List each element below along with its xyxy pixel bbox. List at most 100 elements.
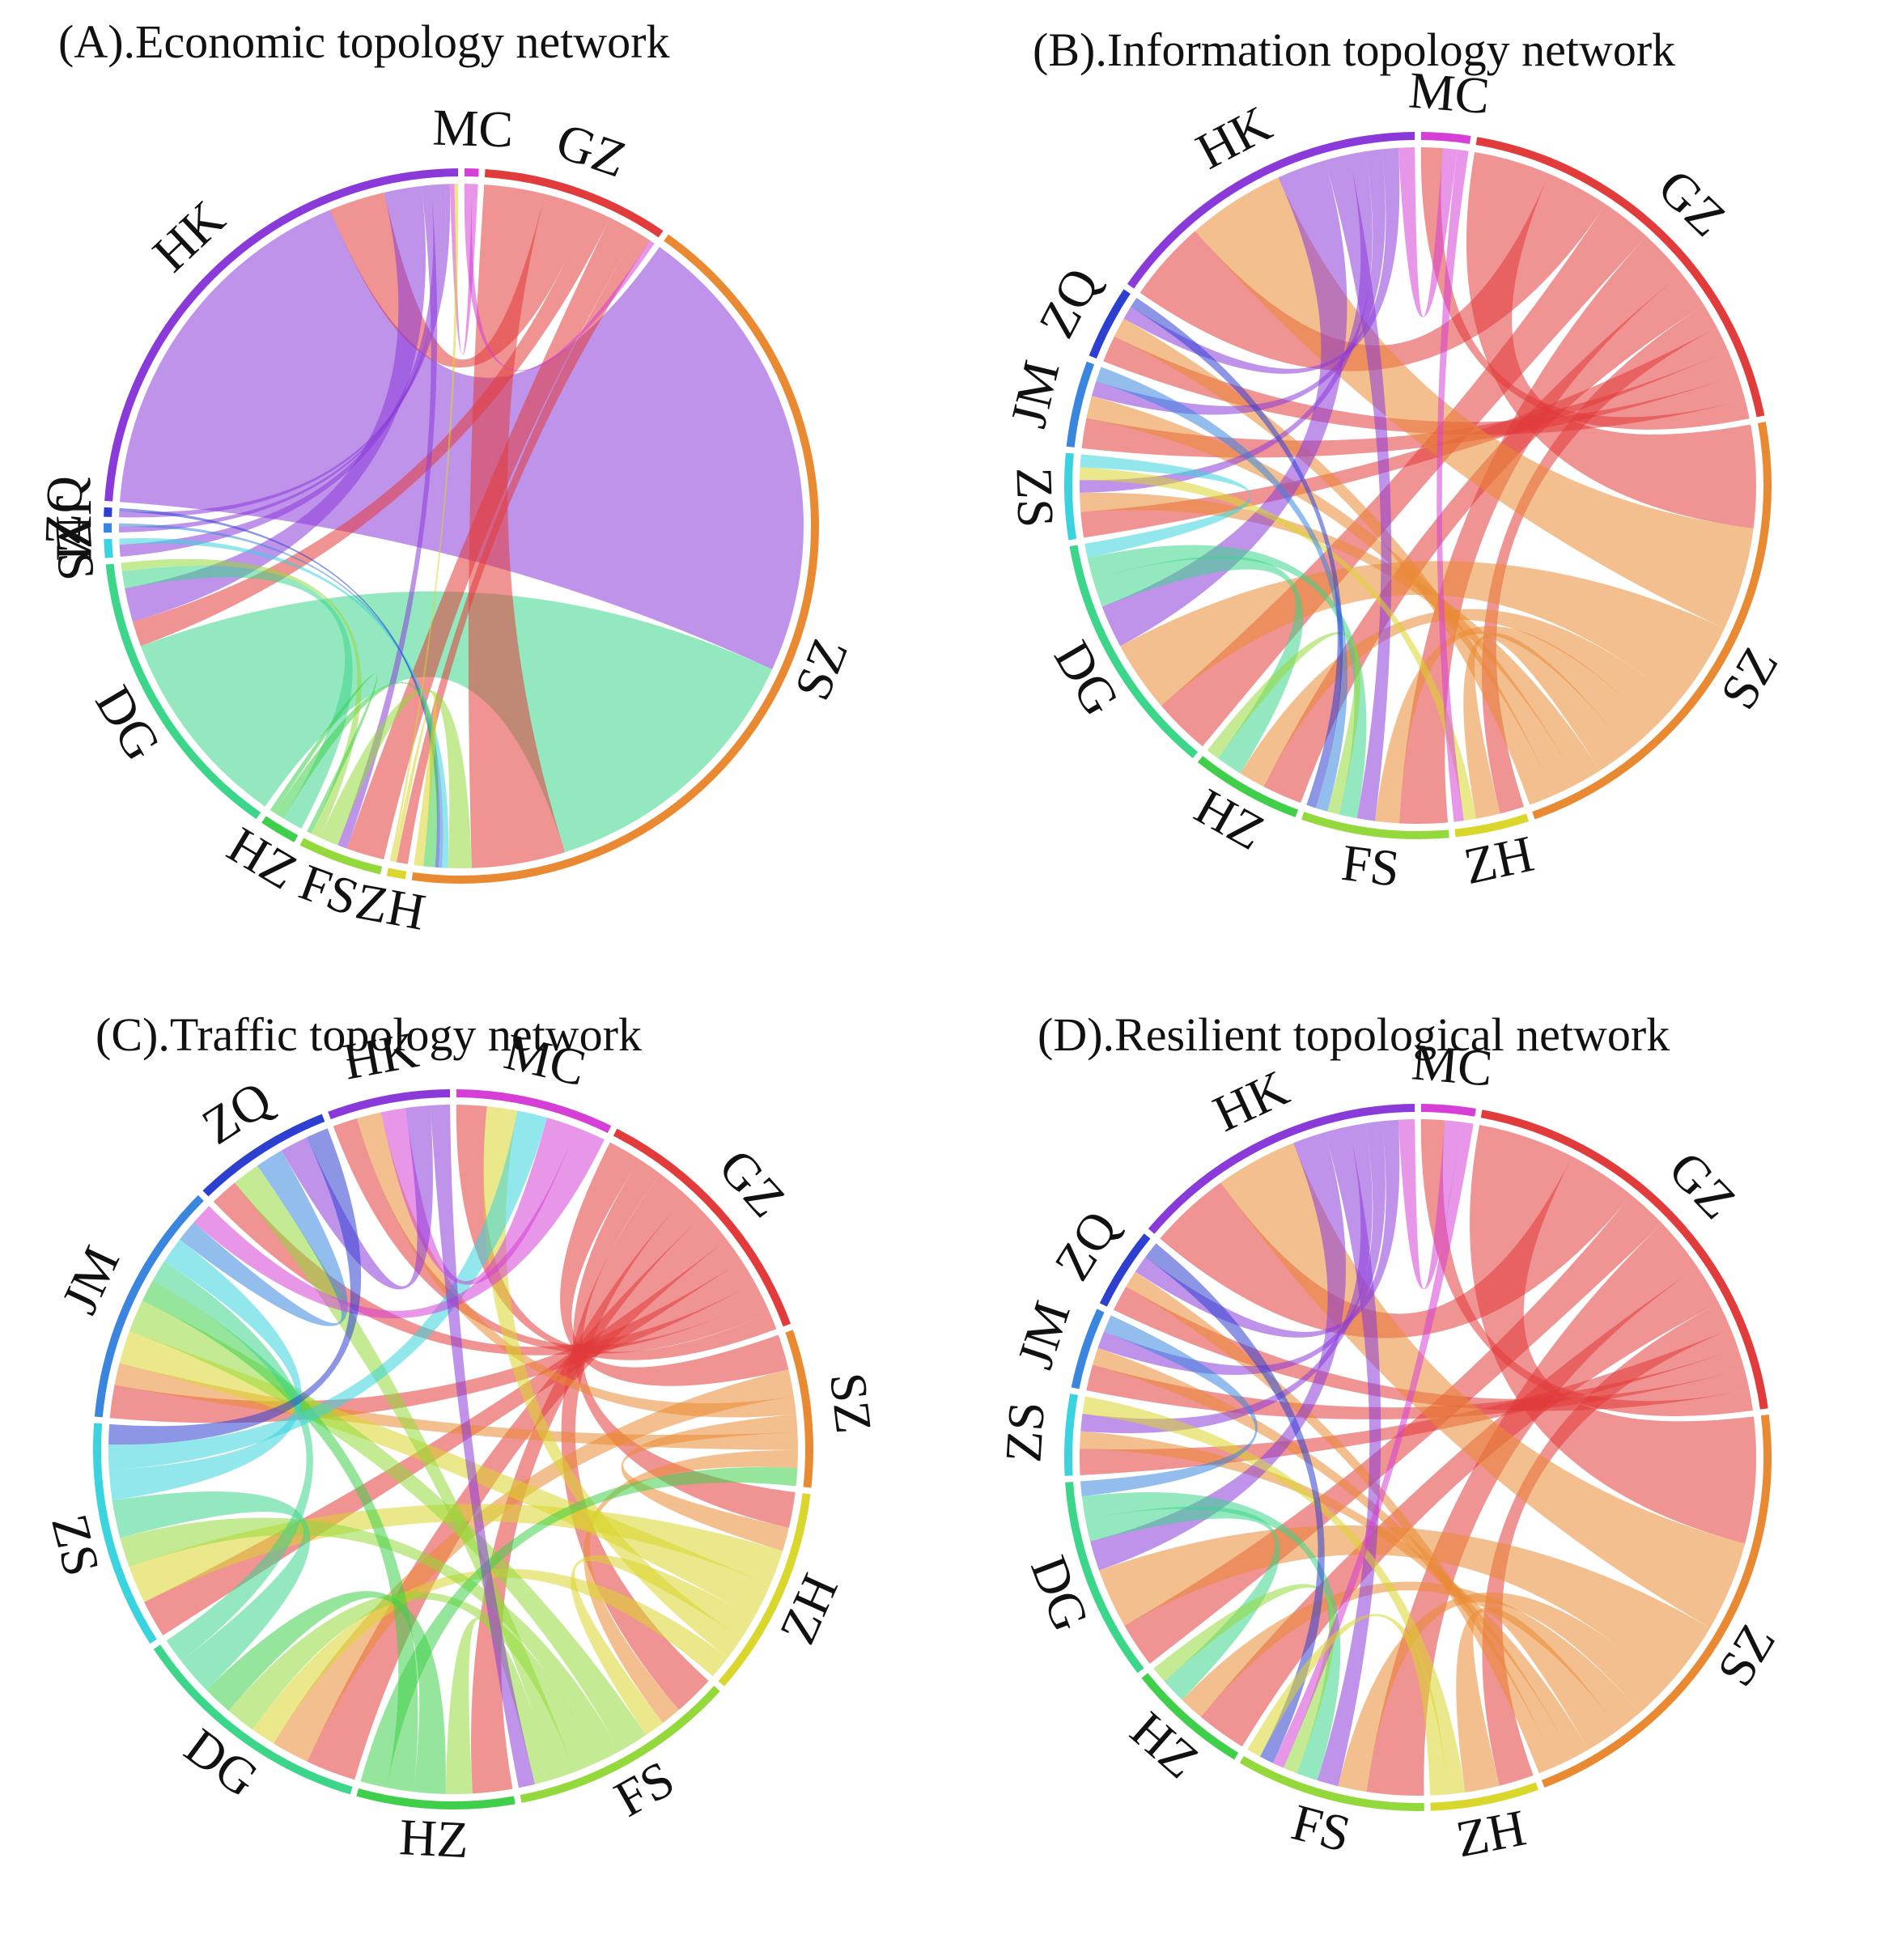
- label-hz: HZ: [1120, 1700, 1210, 1789]
- ribbon-zq-zs: [108, 1128, 362, 1445]
- ribbon-gz-jm: [1081, 350, 1738, 458]
- ribbon-dg-fs: [1087, 545, 1367, 819]
- arc-zq: [202, 1114, 325, 1197]
- arc-hk: [328, 1089, 451, 1120]
- ribbon-hz-sz: [274, 681, 439, 868]
- ribbon-sz-dg: [274, 1369, 794, 1762]
- ribbon-fs-hz: [445, 1618, 555, 1794]
- ribbon-hk-sz: [120, 210, 804, 670]
- label-mc: MC: [499, 1022, 591, 1097]
- panel-a: (A).Economic topology network MC GZ SZ ZH FS…: [0, 0, 948, 980]
- ribbon-hk-fs: [430, 1105, 535, 1788]
- arc-gz: [1475, 137, 1765, 418]
- label-jm: JM: [45, 495, 103, 562]
- arc-gz: [484, 168, 664, 238]
- label-dg: DG: [84, 677, 172, 770]
- arc-hz: [1197, 756, 1299, 817]
- label-zh: ZH: [768, 1565, 849, 1652]
- label-zq: ZQ: [33, 475, 93, 546]
- label-jm: JM: [50, 1237, 130, 1322]
- node-arcs: [1064, 132, 1772, 839]
- arc-mc: [464, 168, 479, 177]
- ribbon-fs-sz: [320, 689, 472, 869]
- ribbon-sz-jm: [114, 1363, 798, 1450]
- arc-fs: [299, 838, 383, 875]
- arc-hz: [356, 1788, 516, 1809]
- ribbon-sz-dg: [1099, 1525, 1711, 1687]
- ribbon-dg-sz: [140, 591, 773, 853]
- ribbons: [119, 184, 804, 869]
- arc-zq: [1099, 1233, 1151, 1307]
- label-hk: HK: [1205, 1058, 1297, 1143]
- ribbon-sz-hk: [1220, 1143, 1746, 1628]
- label-fs: FS: [1339, 834, 1403, 897]
- arc-zh: [386, 868, 407, 880]
- label-dg: DG: [1043, 631, 1131, 725]
- ribbon-gz-hz: [1200, 1266, 1720, 1747]
- arc-gz: [1480, 1109, 1768, 1410]
- panel-title: (C).Traffic topology network: [95, 1008, 642, 1061]
- ribbon-gz-fs: [346, 217, 638, 860]
- ribbon-dg-jm: [152, 1261, 313, 1661]
- ribbon-gz-sz: [1470, 1124, 1756, 1544]
- label-zs: ZS: [994, 1400, 1055, 1464]
- arc-mc: [456, 1089, 612, 1134]
- label-zh: ZH: [351, 872, 430, 940]
- arc-dg: [1069, 545, 1199, 758]
- ribbon-sz-fs: [1375, 626, 1655, 824]
- ribbon-mc-hk: [1398, 1119, 1462, 1290]
- ribbon-mc-zh: [1437, 149, 1469, 822]
- arc-zh: [1454, 813, 1530, 838]
- arc-fs: [520, 1686, 720, 1803]
- label-sz: SZ: [819, 1370, 883, 1436]
- arc-sz: [1532, 422, 1772, 820]
- label-sz: SZ: [1706, 1614, 1786, 1696]
- label-mc: MC: [431, 98, 514, 158]
- ribbon-gz-fs: [561, 1173, 709, 1710]
- ribbon-zh-fs: [571, 1555, 755, 1736]
- ribbon-hk-dg: [1090, 1132, 1346, 1571]
- arc-mc: [1420, 1104, 1476, 1117]
- arc-fs: [1301, 812, 1449, 839]
- arc-dg: [105, 563, 261, 820]
- ribbon-sz-dg: [1120, 561, 1725, 706]
- ribbon-gz-zq: [1103, 336, 1746, 435]
- arc-jm: [1071, 1309, 1105, 1389]
- ribbon-gz-fs: [1398, 235, 1682, 825]
- label-mc: MC: [1407, 61, 1492, 125]
- arc-jm: [94, 1194, 204, 1418]
- ribbon-sz-zh: [621, 1414, 798, 1551]
- ribbon-jm-dg: [1080, 1315, 1258, 1497]
- panel-title: (B).Information topology network: [1033, 23, 1676, 76]
- ribbon-gz-hk: [1139, 173, 1606, 371]
- ribbon-dg-zs: [112, 1491, 311, 1691]
- ribbon-hk-fs: [1325, 154, 1392, 821]
- ribbon-zq-fs: [1131, 297, 1343, 808]
- ribbon-gz-hk: [1160, 1156, 1632, 1338]
- arc-hz: [261, 816, 299, 842]
- arc-jm: [1066, 361, 1095, 448]
- arc-zq: [1089, 289, 1131, 359]
- ribbon-zs-jm: [108, 1239, 302, 1501]
- ribbons: [1080, 1119, 1756, 1796]
- ribbon-sz-hz: [1182, 1581, 1640, 1730]
- ribbons: [108, 1105, 798, 1794]
- ribbon-gz-sz: [1466, 151, 1756, 529]
- ribbon-gz-fs: [1366, 1223, 1698, 1796]
- label-jm: JM: [999, 355, 1070, 433]
- panel-d: (D).Resilient topological network MC GZ SZ…: [948, 980, 1897, 1960]
- label-sz: SZ: [1709, 638, 1789, 719]
- label-jm: JM: [1006, 1295, 1081, 1376]
- ribbon-hk-fs: [337, 185, 438, 849]
- arc-dg: [153, 1644, 353, 1795]
- ribbon-gz-mc: [456, 1105, 777, 1360]
- arc-hz: [1141, 1673, 1239, 1760]
- ribbon-zs-dg: [1080, 454, 1251, 558]
- arc-hk: [1148, 1104, 1415, 1234]
- ribbons: [1080, 147, 1756, 825]
- panel-title: (A).Economic topology network: [58, 15, 670, 68]
- label-mc: MC: [1410, 1033, 1495, 1097]
